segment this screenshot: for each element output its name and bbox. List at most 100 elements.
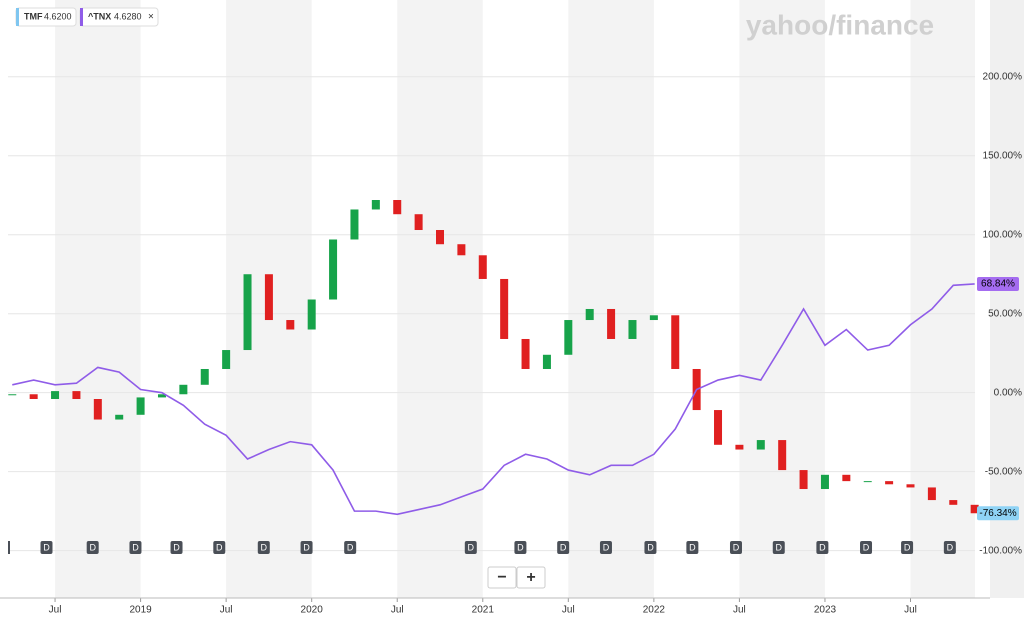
legend-name: TMF	[24, 11, 43, 21]
y-tick-label: 100.00%	[983, 229, 1023, 240]
y-tick-label: -100.00%	[979, 545, 1022, 556]
x-tick-label: 2022	[643, 605, 666, 616]
zoom-button-label[interactable]: +	[526, 569, 535, 586]
period-shade	[397, 0, 483, 598]
candle	[136, 397, 145, 415]
candle	[414, 214, 423, 231]
dividend-label: D	[261, 542, 268, 552]
x-tick-label: Jul	[391, 605, 404, 616]
dividend-label: D	[863, 542, 870, 552]
background	[55, 0, 1024, 598]
dividend-marker	[129, 541, 142, 554]
dividend-label: D	[347, 542, 354, 552]
dividend-label: D	[173, 542, 180, 552]
last-value-label: -76.34%	[979, 508, 1016, 519]
dividend-marker	[599, 541, 612, 554]
dividend-marker	[860, 541, 873, 554]
legend-swatch	[16, 8, 19, 26]
candle	[735, 444, 744, 450]
dividend-marker	[344, 541, 357, 554]
dividend-label: D	[647, 542, 654, 552]
dividend-marker	[170, 541, 183, 554]
candle	[927, 487, 936, 501]
x-tick-label: Jul	[220, 605, 233, 616]
dividend-marker	[901, 541, 914, 554]
candle	[371, 200, 380, 210]
x-tick-label: 2023	[814, 605, 837, 616]
period-shade	[739, 0, 825, 598]
dividend-marker	[816, 541, 829, 554]
dividend-label: D	[560, 542, 567, 552]
dividend-label: D	[819, 542, 826, 552]
last-value-label: 68.84%	[981, 279, 1015, 290]
dividend-marker	[644, 541, 657, 554]
zoom-button[interactable]	[516, 566, 546, 589]
dividend-label: D	[43, 542, 50, 552]
dividend-marker	[464, 541, 477, 554]
period-shade	[568, 0, 654, 598]
dividend-marker	[686, 541, 699, 554]
dividend-label: D	[603, 542, 610, 552]
candle	[542, 354, 551, 369]
y-tick-label: 200.00%	[983, 71, 1023, 82]
candle	[842, 474, 851, 482]
candle	[863, 481, 872, 483]
dividend-label: D	[904, 542, 911, 552]
candle	[457, 244, 466, 256]
candle	[286, 320, 295, 330]
candle	[350, 209, 359, 240]
candle	[307, 299, 316, 330]
candle	[8, 394, 17, 396]
candle	[799, 470, 808, 490]
x-tick-label: 2020	[301, 605, 324, 616]
candle	[157, 394, 166, 398]
dividend-marker	[257, 541, 270, 554]
candle	[628, 320, 637, 339]
zoom-button[interactable]	[487, 566, 517, 589]
candle	[393, 200, 402, 215]
legend-quote: 4.6280	[114, 11, 142, 21]
candle	[72, 391, 81, 399]
period-shade	[910, 0, 975, 598]
zoom-button-label[interactable]: −	[497, 569, 506, 586]
candle	[329, 239, 338, 300]
dividend-label: D	[89, 542, 96, 552]
candle	[51, 391, 60, 399]
dividend-label: D	[468, 542, 475, 552]
candle	[778, 440, 787, 471]
dividend-marker	[557, 541, 570, 554]
last-value-tag	[977, 506, 1019, 521]
candle	[671, 315, 680, 369]
legend-close[interactable]: ×	[148, 12, 154, 23]
y-tick-label: -50.00%	[985, 466, 1022, 477]
dividend-label: D	[216, 542, 223, 552]
candle	[820, 474, 829, 490]
dividend-label: D	[733, 542, 740, 552]
legend-quote: 4.6200	[44, 11, 72, 21]
candle	[521, 338, 530, 369]
line	[12, 283, 975, 516]
x-tick-label: Jul	[562, 605, 575, 616]
dividend-marker	[943, 541, 956, 554]
candle	[243, 274, 252, 351]
x-tick-label: 2019	[129, 605, 152, 616]
legend-name: ^TNX	[88, 11, 111, 21]
dividend-label: D	[776, 542, 783, 552]
y-tick-label: 150.00%	[983, 150, 1023, 161]
dividend-marker	[729, 541, 742, 554]
candle	[906, 484, 915, 488]
x-tick-label: Jul	[49, 605, 62, 616]
candle	[714, 410, 723, 445]
dividend-marker	[86, 541, 99, 554]
dividend-label: D	[517, 542, 524, 552]
candle	[949, 500, 958, 505]
candle	[93, 399, 102, 420]
candle	[264, 274, 273, 321]
candle	[607, 308, 616, 339]
candle	[585, 308, 594, 321]
candle	[756, 440, 765, 450]
dividend-label: D	[947, 542, 954, 552]
dividend-marker	[40, 541, 53, 554]
brand-logo: yahoo/finance	[746, 9, 934, 40]
